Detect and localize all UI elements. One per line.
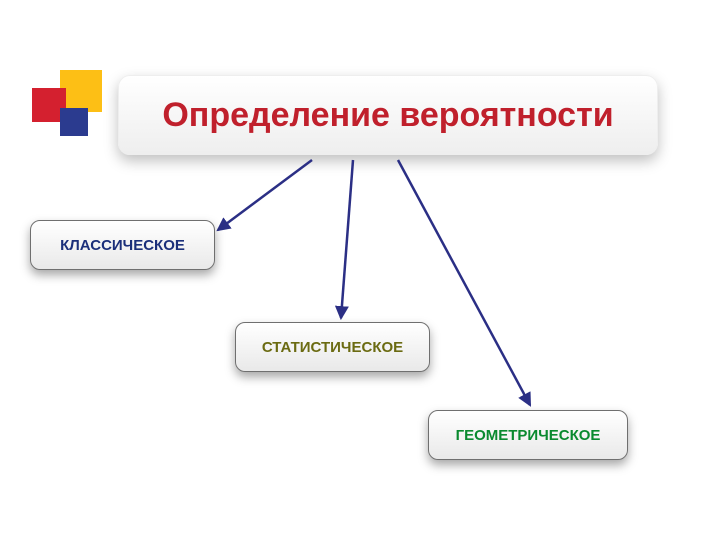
node-geometric-label: ГЕОМЕТРИЧЕСКОЕ xyxy=(456,427,601,444)
node-statistic-label: СТАТИСТИЧЕСКОЕ xyxy=(262,339,403,356)
node-geometric: ГЕОМЕТРИЧЕСКОЕ xyxy=(428,410,628,460)
title-box: Определение вероятности xyxy=(118,75,658,155)
node-classic: КЛАССИЧЕСКОЕ xyxy=(30,220,215,270)
node-classic-label: КЛАССИЧЕСКОЕ xyxy=(60,237,185,254)
arrow-line xyxy=(218,160,312,230)
arrow-line xyxy=(341,160,353,318)
node-statistic: СТАТИСТИЧЕСКОЕ xyxy=(235,322,430,372)
logo-square xyxy=(60,108,88,136)
title-text: Определение вероятности xyxy=(162,96,613,135)
logo-square xyxy=(60,70,102,112)
diagram-stage: Определение вероятности КЛАССИЧЕСКОЕ СТА… xyxy=(0,0,720,540)
slide-logo xyxy=(32,70,112,150)
